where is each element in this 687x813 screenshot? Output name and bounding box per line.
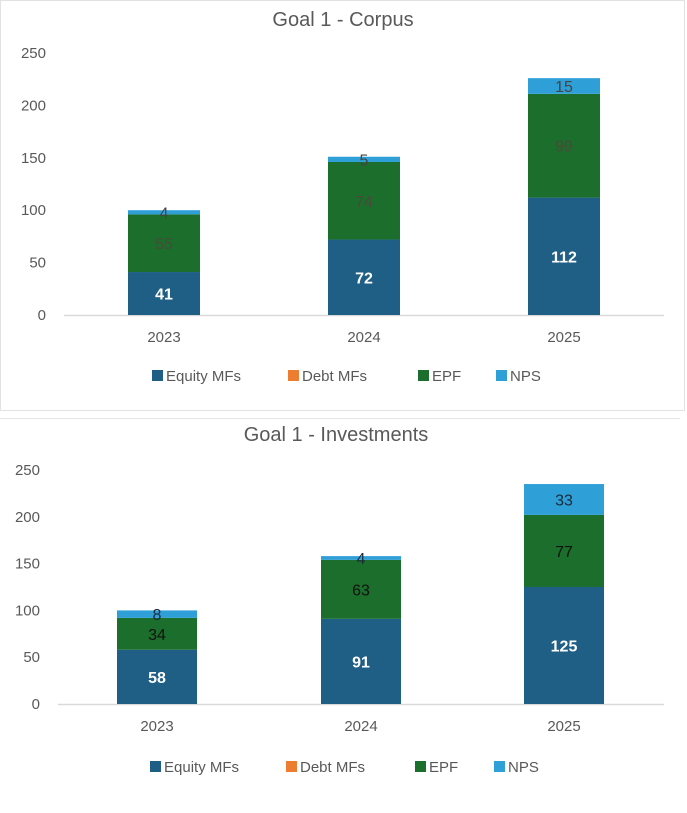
data-label: 15 [555, 79, 573, 96]
bar-segment-epf [128, 214, 200, 273]
data-label: 34 [148, 627, 166, 644]
y-tick-label: 0 [32, 696, 40, 713]
bar-segment-equity-mfs [117, 649, 197, 704]
data-label: 41 [155, 287, 173, 304]
corpus-chart: 0 50 100 150 200 250 41 55 4 2023 72 74 5 2024 112 99 15… [21, 45, 664, 385]
x-tick-label: 2025 [547, 718, 580, 735]
legend-label: NPS [508, 759, 539, 776]
legend-label: Equity MFs [164, 759, 239, 776]
bar-segment-equity-mfs [328, 239, 400, 315]
legend-label: EPF [432, 368, 461, 385]
legend-swatch [150, 761, 161, 772]
bar-segment-equity-mfs [528, 197, 600, 315]
legend-label: NPS [510, 368, 541, 385]
data-label: 72 [355, 270, 373, 287]
legend-swatch [496, 370, 507, 381]
bar-segment-nps [128, 210, 200, 215]
data-label: 5 [360, 152, 369, 169]
investments-chart-title: Goal 1 - Investments [244, 424, 429, 446]
data-label: 63 [352, 582, 370, 599]
legend-swatch [418, 370, 429, 381]
y-tick-label: 150 [15, 556, 40, 573]
legend-item: NPS [494, 759, 539, 776]
bar-segment-nps [117, 610, 197, 618]
bar-segment-nps [321, 556, 401, 560]
bar-segment-nps [528, 78, 600, 94]
bar-segment-equity-mfs [524, 587, 604, 704]
y-tick-label: 200 [15, 509, 40, 526]
data-label: 8 [153, 607, 162, 624]
y-tick-label: 150 [21, 150, 46, 167]
y-tick-label: 250 [15, 462, 40, 479]
data-label: 112 [551, 249, 577, 266]
data-label: 58 [148, 670, 166, 687]
corpus-chart-title: Goal 1 - Corpus [272, 9, 413, 31]
y-tick-label: 200 [21, 97, 46, 114]
y-tick-label: 50 [23, 649, 40, 666]
bar-segment-nps [328, 156, 400, 162]
y-tick-label: 50 [29, 255, 46, 272]
legend-swatch [152, 370, 163, 381]
bar-segment-epf [321, 559, 401, 619]
legend-item: NPS [496, 368, 541, 385]
bar-segment-epf [528, 93, 600, 198]
data-label: 74 [355, 194, 373, 211]
legend-item: Equity MFs [152, 368, 241, 385]
data-label: 4 [160, 205, 169, 222]
legend-swatch [286, 761, 297, 772]
data-label: 99 [555, 139, 573, 156]
legend-label: Equity MFs [166, 368, 241, 385]
data-label: 77 [555, 544, 573, 561]
bar-segment-equity-mfs [321, 618, 401, 704]
legend-item: Debt MFs [288, 368, 367, 385]
legend-item: EPF [415, 759, 458, 776]
bar-segment-epf [524, 514, 604, 587]
data-label: 91 [352, 654, 370, 671]
legend-item: Equity MFs [150, 759, 239, 776]
legend-swatch [415, 761, 426, 772]
legend-item: EPF [418, 368, 461, 385]
legend-label: EPF [429, 759, 458, 776]
x-tick-label: 2024 [344, 718, 377, 735]
data-label: 55 [155, 236, 173, 253]
x-tick-label: 2024 [347, 329, 380, 346]
legend-item: Debt MFs [286, 759, 365, 776]
y-tick-label: 100 [21, 202, 46, 219]
legend-label: Debt MFs [302, 368, 367, 385]
x-tick-label: 2023 [140, 718, 173, 735]
bar-segment-nps [524, 484, 604, 515]
bar-segment-epf [117, 617, 197, 650]
data-label: 4 [357, 551, 366, 568]
legend-swatch [288, 370, 299, 381]
bar-segment-epf [328, 161, 400, 240]
legend-label: Debt MFs [300, 759, 365, 776]
y-tick-label: 100 [15, 602, 40, 619]
x-tick-label: 2023 [147, 329, 180, 346]
legend-swatch [494, 761, 505, 772]
y-tick-label: 0 [38, 307, 46, 324]
x-tick-label: 2025 [547, 329, 580, 346]
investments-chart: 0 50 100 150 200 250 58 34 8 2023 91 63 4 2024 125 77 33… [15, 462, 664, 776]
data-label: 33 [555, 492, 573, 509]
data-label: 125 [551, 639, 578, 656]
y-tick-label: 250 [21, 45, 46, 62]
bar-segment-equity-mfs [128, 272, 200, 315]
